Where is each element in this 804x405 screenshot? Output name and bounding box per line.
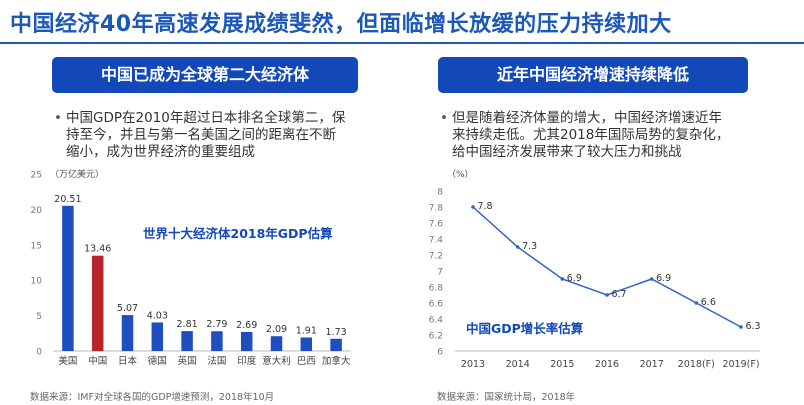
bar-chart-title: 世界十大经济体2018年GDP估算 <box>143 226 333 241</box>
line-y-tick-label: 7.2 <box>429 252 443 262</box>
bar-category-label: 印度 <box>237 355 257 367</box>
line-point-0 <box>471 205 475 209</box>
bullet-dot: • <box>54 110 62 126</box>
bar-category-label: 巴西 <box>297 356 316 367</box>
line-category-label: 2018(F) <box>678 359 715 370</box>
bar-4 <box>181 331 193 351</box>
bar-8 <box>300 337 313 351</box>
bar-y-tick-label: 25 <box>31 171 42 181</box>
bar-y-tick-label: 10 <box>31 277 43 287</box>
line-y-tick-label: 7 <box>437 268 443 278</box>
bar-y-tick-label: 5 <box>36 312 42 322</box>
line-category-label: 2015 <box>550 359 574 370</box>
bar-category-label: 美国 <box>58 355 77 367</box>
bar-value-label: 2.81 <box>177 319 198 330</box>
page-title: 中国经济40年高速发展成绩斐然，但面临增长放缓的压力持续加大 <box>10 12 672 37</box>
line-unit-label: （%） <box>447 169 474 180</box>
line-chart-title: 中国GDP增长率估算 <box>466 321 584 336</box>
right-bullet-text: • 但是随着经济体量的增大，中国经济增速近年 来持续走低。尤其2018年国际局势… <box>440 110 762 161</box>
left-bullet-line-2: 持至今，并且与第一名美国之间的距离在不断 <box>66 127 336 143</box>
bullet-dot: • <box>440 110 448 126</box>
left-source-note: 数据来源：IMF对全球各国的GDP增速预测，2018年10月 <box>30 392 275 403</box>
line-value-label: 6.3 <box>745 321 760 332</box>
line-value-label: 6.9 <box>567 273 582 284</box>
bar-value-label: 1.73 <box>326 327 347 338</box>
line-y-tick-label: 6.6 <box>429 300 444 310</box>
bar-value-label: 2.69 <box>236 320 257 331</box>
line-y-tick-label: 6.4 <box>429 316 444 326</box>
line-y-tick-label: 6 <box>437 348 443 358</box>
bar-2 <box>121 315 134 351</box>
right-bullet-line-3: 给中国经济发展带来了较大压力和挑战 <box>452 144 682 160</box>
line-y-tick-label: 8 <box>437 188 443 198</box>
line-y-tick-label: 7.4 <box>429 236 444 246</box>
left-bullet-line-1: 中国GDP在2010年超过日本排名全球第二，保 <box>66 110 346 126</box>
right-source-note: 数据来源：国家统计局，2018年 <box>437 392 576 403</box>
bar-5 <box>211 331 223 351</box>
line-series <box>472 206 742 328</box>
bar-7 <box>270 336 283 351</box>
line-point-5 <box>694 301 699 305</box>
bar-1 <box>91 255 104 351</box>
bar-value-label: 2.79 <box>206 319 227 330</box>
bar-value-label: 20.51 <box>54 194 81 205</box>
bar-y-tick-label: 20 <box>31 206 43 216</box>
line-y-tick-label: 7.6 <box>429 220 444 230</box>
title-divider <box>0 42 804 44</box>
line-y-tick-label: 7.8 <box>429 204 444 214</box>
right-bullet-line-2: 来持续走低。尤其2018年国际局势的复杂化， <box>452 127 730 143</box>
line-value-label: 6.6 <box>701 297 716 308</box>
line-category-label: 2019(F) <box>722 359 759 370</box>
bar-category-label: 意大利 <box>262 355 291 367</box>
bar-unit-label: （万亿美元） <box>50 168 104 180</box>
bar-category-label: 日本 <box>118 355 138 367</box>
line-point-3 <box>605 293 609 297</box>
bar-9 <box>330 338 342 351</box>
bar-value-label: 5.07 <box>117 303 138 314</box>
bar-category-label: 法国 <box>207 355 226 367</box>
bar-value-label: 1.91 <box>296 325 317 336</box>
line-value-label: 6.9 <box>656 273 671 284</box>
line-value-label: 7.8 <box>477 201 492 212</box>
line-y-tick-label: 6.2 <box>429 332 443 342</box>
left-bullet-text: • 中国GDP在2010年超过日本排名全球第二，保 持至今，并且与第一名美国之间… <box>54 110 366 161</box>
right-section-banner: 近年中国经济增速持续降低 <box>438 57 748 93</box>
line-point-6 <box>739 325 743 329</box>
bar-value-label: 13.46 <box>84 244 111 255</box>
line-value-label: 6.7 <box>611 289 626 300</box>
line-category-label: 2016 <box>595 359 619 370</box>
bar-0 <box>62 205 74 351</box>
bar-value-label: 4.03 <box>147 310 168 321</box>
left-section-banner: 中国已成为全球第二大经济体 <box>52 57 358 93</box>
bar-y-tick-label: 0 <box>36 348 42 358</box>
bar-category-label: 德国 <box>148 355 167 367</box>
right-bullet-line-1: 但是随着经济体量的增大，中国经济增速近年 <box>452 110 722 126</box>
bar-category-label: 加拿大 <box>322 355 351 367</box>
bar-category-label: 中国 <box>88 355 107 367</box>
line-category-label: 2017 <box>640 359 664 370</box>
line-point-1 <box>515 245 520 249</box>
line-category-label: 2014 <box>506 359 530 370</box>
line-point-2 <box>560 277 565 281</box>
bar-3 <box>151 322 164 351</box>
bar-category-label: 英国 <box>178 355 197 367</box>
bar-value-label: 2.09 <box>266 324 287 335</box>
left-bullet-line-3: 缩小，成为世界经济的重要组成 <box>66 144 255 160</box>
bar-6 <box>240 331 253 351</box>
line-point-4 <box>649 277 654 281</box>
bar-y-tick-label: 15 <box>31 241 42 251</box>
line-y-tick-label: 6.8 <box>429 284 444 294</box>
line-value-label: 7.3 <box>522 241 537 252</box>
line-category-label: 2013 <box>461 359 485 370</box>
